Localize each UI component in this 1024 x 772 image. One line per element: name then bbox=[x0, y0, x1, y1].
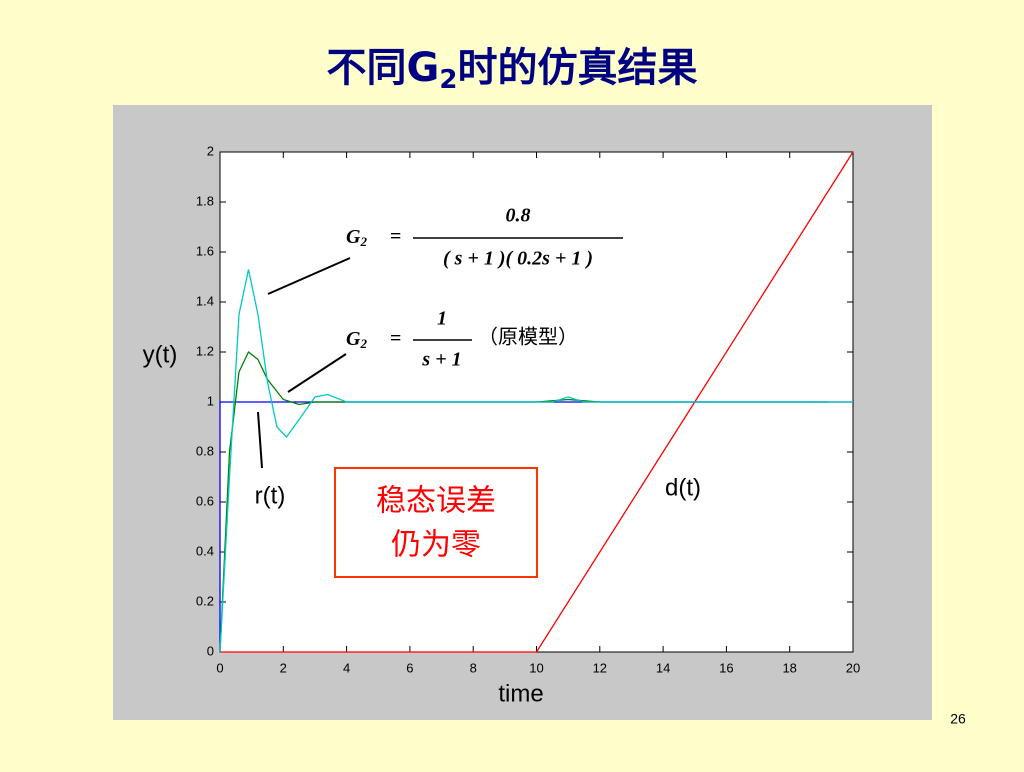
annotation: 稳态误差 bbox=[376, 484, 496, 519]
leader-line bbox=[257, 411, 263, 469]
formula-lhs: G2 bbox=[346, 328, 367, 351]
numerator: 0.8 bbox=[506, 205, 531, 227]
formula: G2 = 0.8 ( s + 1 )( 0.2s + 1 ) bbox=[346, 205, 623, 270]
x-tick-label: 10 bbox=[529, 660, 543, 675]
x-tick-label: 16 bbox=[719, 660, 733, 675]
x-tick-label: 0 bbox=[216, 660, 223, 675]
y-tick-label: 0.2 bbox=[196, 593, 214, 608]
formula: G2 = 1 s + 1 （原模型） bbox=[346, 308, 578, 371]
title-sub: 2 bbox=[439, 65, 457, 95]
page-number: 26 bbox=[950, 711, 966, 727]
denominator: s + 1 bbox=[421, 349, 461, 371]
note: （原模型） bbox=[478, 325, 578, 349]
y-tick-label: 1.6 bbox=[196, 243, 214, 258]
title-rest: 时的仿真结果 bbox=[457, 45, 697, 91]
y-axis-label: y(t) bbox=[143, 341, 178, 368]
series-line bbox=[219, 269, 853, 653]
x-tick-label: 8 bbox=[470, 660, 477, 675]
sub: 2 bbox=[359, 336, 367, 351]
series-line bbox=[220, 151, 854, 653]
annotation-box bbox=[334, 467, 538, 578]
annotation: 仍为零 bbox=[391, 528, 481, 563]
annotation: r(t) bbox=[255, 482, 286, 509]
y-tick-label: 0.4 bbox=[196, 543, 214, 558]
numerator: 1 bbox=[437, 308, 447, 330]
x-tick-label: 14 bbox=[656, 660, 670, 675]
eq: = bbox=[390, 328, 401, 350]
y-tick-label: 1.4 bbox=[196, 293, 214, 308]
x-tick-label: 12 bbox=[593, 660, 607, 675]
y-tick-label: 1 bbox=[207, 393, 214, 408]
annotation: d(t) bbox=[665, 474, 701, 501]
x-tick-label: 18 bbox=[782, 660, 796, 675]
y-tick-label: 0.6 bbox=[196, 493, 214, 508]
y-tick-label: 1.2 bbox=[196, 343, 214, 358]
lhs: G bbox=[346, 328, 361, 350]
x-axis-label: time bbox=[498, 680, 543, 707]
title-main: 不同G bbox=[327, 45, 440, 91]
y-tick-label: 1.8 bbox=[196, 193, 214, 208]
slide-title: 不同G2时的仿真结果 bbox=[327, 45, 698, 95]
x-tick-label: 20 bbox=[846, 660, 860, 675]
y-tick-label: 0 bbox=[207, 643, 214, 658]
y-tick-label: 2 bbox=[207, 143, 214, 158]
leader-line bbox=[267, 257, 351, 295]
formula-lhs: G2 bbox=[346, 226, 367, 249]
x-tick-label: 4 bbox=[343, 660, 350, 675]
y-tick-label: 0.8 bbox=[196, 443, 214, 458]
eq: = bbox=[390, 226, 401, 248]
x-tick-label: 2 bbox=[280, 660, 287, 675]
lhs: G bbox=[346, 226, 361, 248]
x-tick-label: 6 bbox=[406, 660, 413, 675]
leader-line bbox=[287, 353, 347, 393]
sub: 2 bbox=[359, 234, 367, 249]
denominator: ( s + 1 )( 0.2s + 1 ) bbox=[443, 248, 593, 270]
